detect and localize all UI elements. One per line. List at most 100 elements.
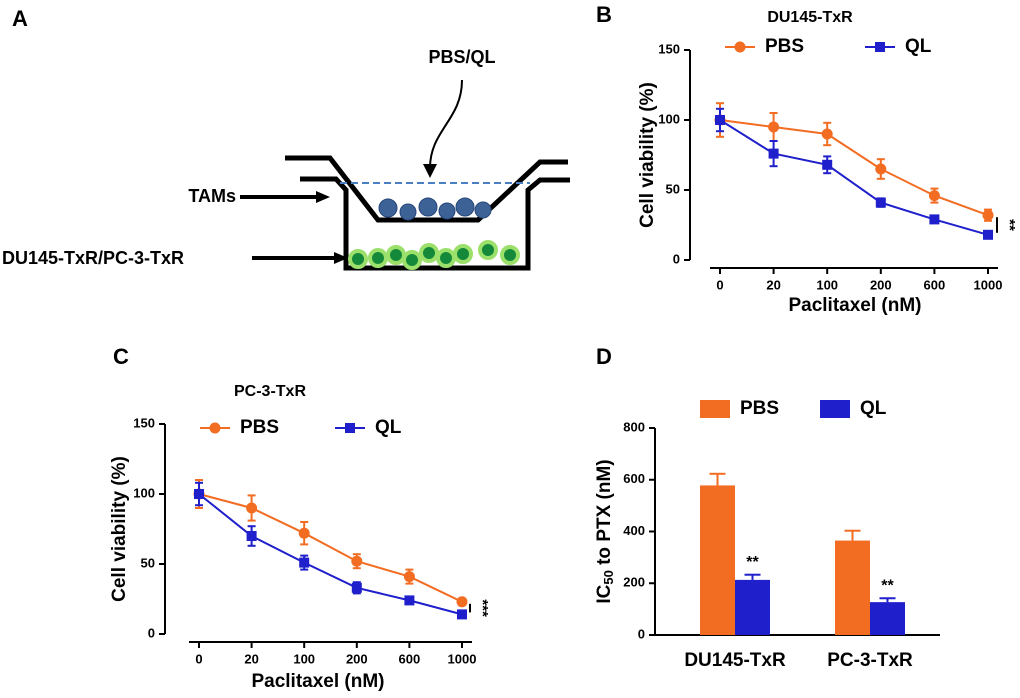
marker bbox=[299, 557, 310, 568]
significance-label: ** bbox=[1001, 219, 1018, 231]
error-bar bbox=[844, 529, 861, 541]
arrow bbox=[429, 79, 463, 169]
upper-label: TAMs bbox=[188, 186, 236, 206]
marker bbox=[403, 571, 415, 583]
panel-label: A bbox=[12, 6, 28, 31]
x-tick-label: 200 bbox=[870, 277, 892, 292]
error-bar bbox=[744, 573, 761, 580]
y-tick-label: 150 bbox=[133, 415, 155, 430]
bar bbox=[870, 602, 905, 635]
tam bbox=[438, 202, 456, 220]
y-axis-label: Cell viability (%) bbox=[109, 456, 130, 602]
diagram: A PBS/QL TAMs DU145-TxR/PC-3-TxR bbox=[2, 6, 570, 271]
marker bbox=[404, 595, 415, 606]
insert bbox=[285, 155, 568, 223]
y-axis-label: IC50 to PTX (nM) bbox=[594, 459, 616, 603]
bar bbox=[700, 485, 735, 635]
marker bbox=[768, 121, 780, 133]
marker bbox=[715, 115, 725, 125]
marker bbox=[822, 159, 833, 170]
y-label-sub: 50 bbox=[601, 570, 616, 584]
marker bbox=[246, 502, 258, 514]
y-tick-label: 400 bbox=[623, 523, 645, 538]
y-tick-label: 600 bbox=[623, 471, 645, 486]
legend-marker bbox=[345, 423, 355, 433]
cell bbox=[419, 243, 439, 263]
marker bbox=[875, 163, 887, 175]
panel-label: C bbox=[113, 344, 129, 369]
cell bbox=[436, 248, 456, 268]
arrow-head bbox=[423, 164, 437, 178]
well bbox=[285, 155, 570, 271]
marker bbox=[457, 609, 467, 620]
cell bbox=[386, 245, 406, 265]
marker bbox=[351, 582, 362, 593]
error-bar bbox=[879, 597, 896, 603]
x-axis-label: Paclitaxel (nM) bbox=[251, 671, 384, 692]
marker bbox=[246, 531, 257, 541]
x-tick-label: 600 bbox=[924, 277, 946, 292]
tam bbox=[418, 197, 438, 217]
x-axis-label: Paclitaxel (nM) bbox=[788, 295, 921, 316]
arrows bbox=[240, 79, 463, 260]
series-line bbox=[719, 119, 989, 217]
marker bbox=[456, 596, 468, 608]
x-tick-label: 0 bbox=[716, 277, 723, 292]
chart: B 0 50 100 150 DU145-TxR 0 20 100 200 600 1000 Pacli… bbox=[596, 2, 1018, 316]
marker bbox=[768, 148, 779, 159]
marker bbox=[982, 209, 994, 221]
y-tick-label: 0 bbox=[638, 626, 645, 641]
cell bbox=[478, 240, 498, 260]
y-tick-label: 800 bbox=[623, 419, 645, 434]
y-tick-label: 0 bbox=[673, 251, 680, 266]
legend-label: PBS bbox=[740, 398, 779, 419]
marker bbox=[821, 128, 833, 140]
tams bbox=[378, 197, 492, 221]
arrow-head bbox=[316, 191, 330, 203]
cell bbox=[348, 249, 368, 269]
tam bbox=[455, 197, 475, 217]
chart-title: DU145-TxR bbox=[767, 9, 853, 26]
y-tick-label: 100 bbox=[133, 485, 155, 500]
x-tick-label: 100 bbox=[293, 651, 315, 666]
y-tick-label: 50 bbox=[666, 181, 680, 196]
y-label-main: IC bbox=[594, 584, 615, 603]
bar bbox=[735, 579, 770, 635]
x-tick-label: 100 bbox=[816, 277, 838, 292]
y-tick-label: 0 bbox=[148, 625, 155, 640]
marker bbox=[983, 229, 993, 240]
legend-marker bbox=[209, 422, 221, 434]
significance-label: *** bbox=[474, 599, 491, 617]
legend-label: QL bbox=[905, 36, 932, 57]
x-tick-label: 0 bbox=[195, 651, 202, 666]
y-tick-label: 100 bbox=[658, 111, 680, 126]
marker bbox=[928, 190, 940, 202]
cell bbox=[402, 250, 422, 270]
panel-label: B bbox=[596, 2, 612, 27]
x-tick-label: 200 bbox=[346, 651, 368, 666]
legend-label: QL bbox=[375, 417, 402, 438]
chart: C 0 50 100 150 PC-3-TxR 0 20 100 200 600 1000 Paclit… bbox=[109, 344, 491, 692]
chart: D 0 200 400 600 800 IC50 to PTX (nM) DU145-TxR *… bbox=[594, 344, 940, 671]
x-tick-label: 600 bbox=[399, 651, 421, 666]
chart-title: PC-3-TxR bbox=[234, 383, 306, 400]
tam bbox=[399, 203, 417, 221]
tam bbox=[474, 201, 492, 219]
series-line bbox=[198, 493, 463, 616]
marker bbox=[194, 489, 204, 499]
tumor-cells bbox=[348, 240, 520, 270]
legend-marker bbox=[734, 41, 746, 53]
marker bbox=[351, 555, 363, 567]
series-line bbox=[198, 493, 463, 603]
x-tick-label: 20 bbox=[244, 651, 258, 666]
x-tick-label: 20 bbox=[766, 277, 780, 292]
y-tick-label: 200 bbox=[623, 575, 645, 590]
error-bar bbox=[709, 472, 726, 486]
legend-swatch bbox=[700, 400, 730, 418]
y-tick-label: 150 bbox=[658, 41, 680, 56]
tam bbox=[378, 198, 398, 218]
cell bbox=[500, 245, 520, 265]
cell bbox=[453, 244, 473, 264]
x-tick-label: PC-3-TxR bbox=[827, 650, 913, 671]
